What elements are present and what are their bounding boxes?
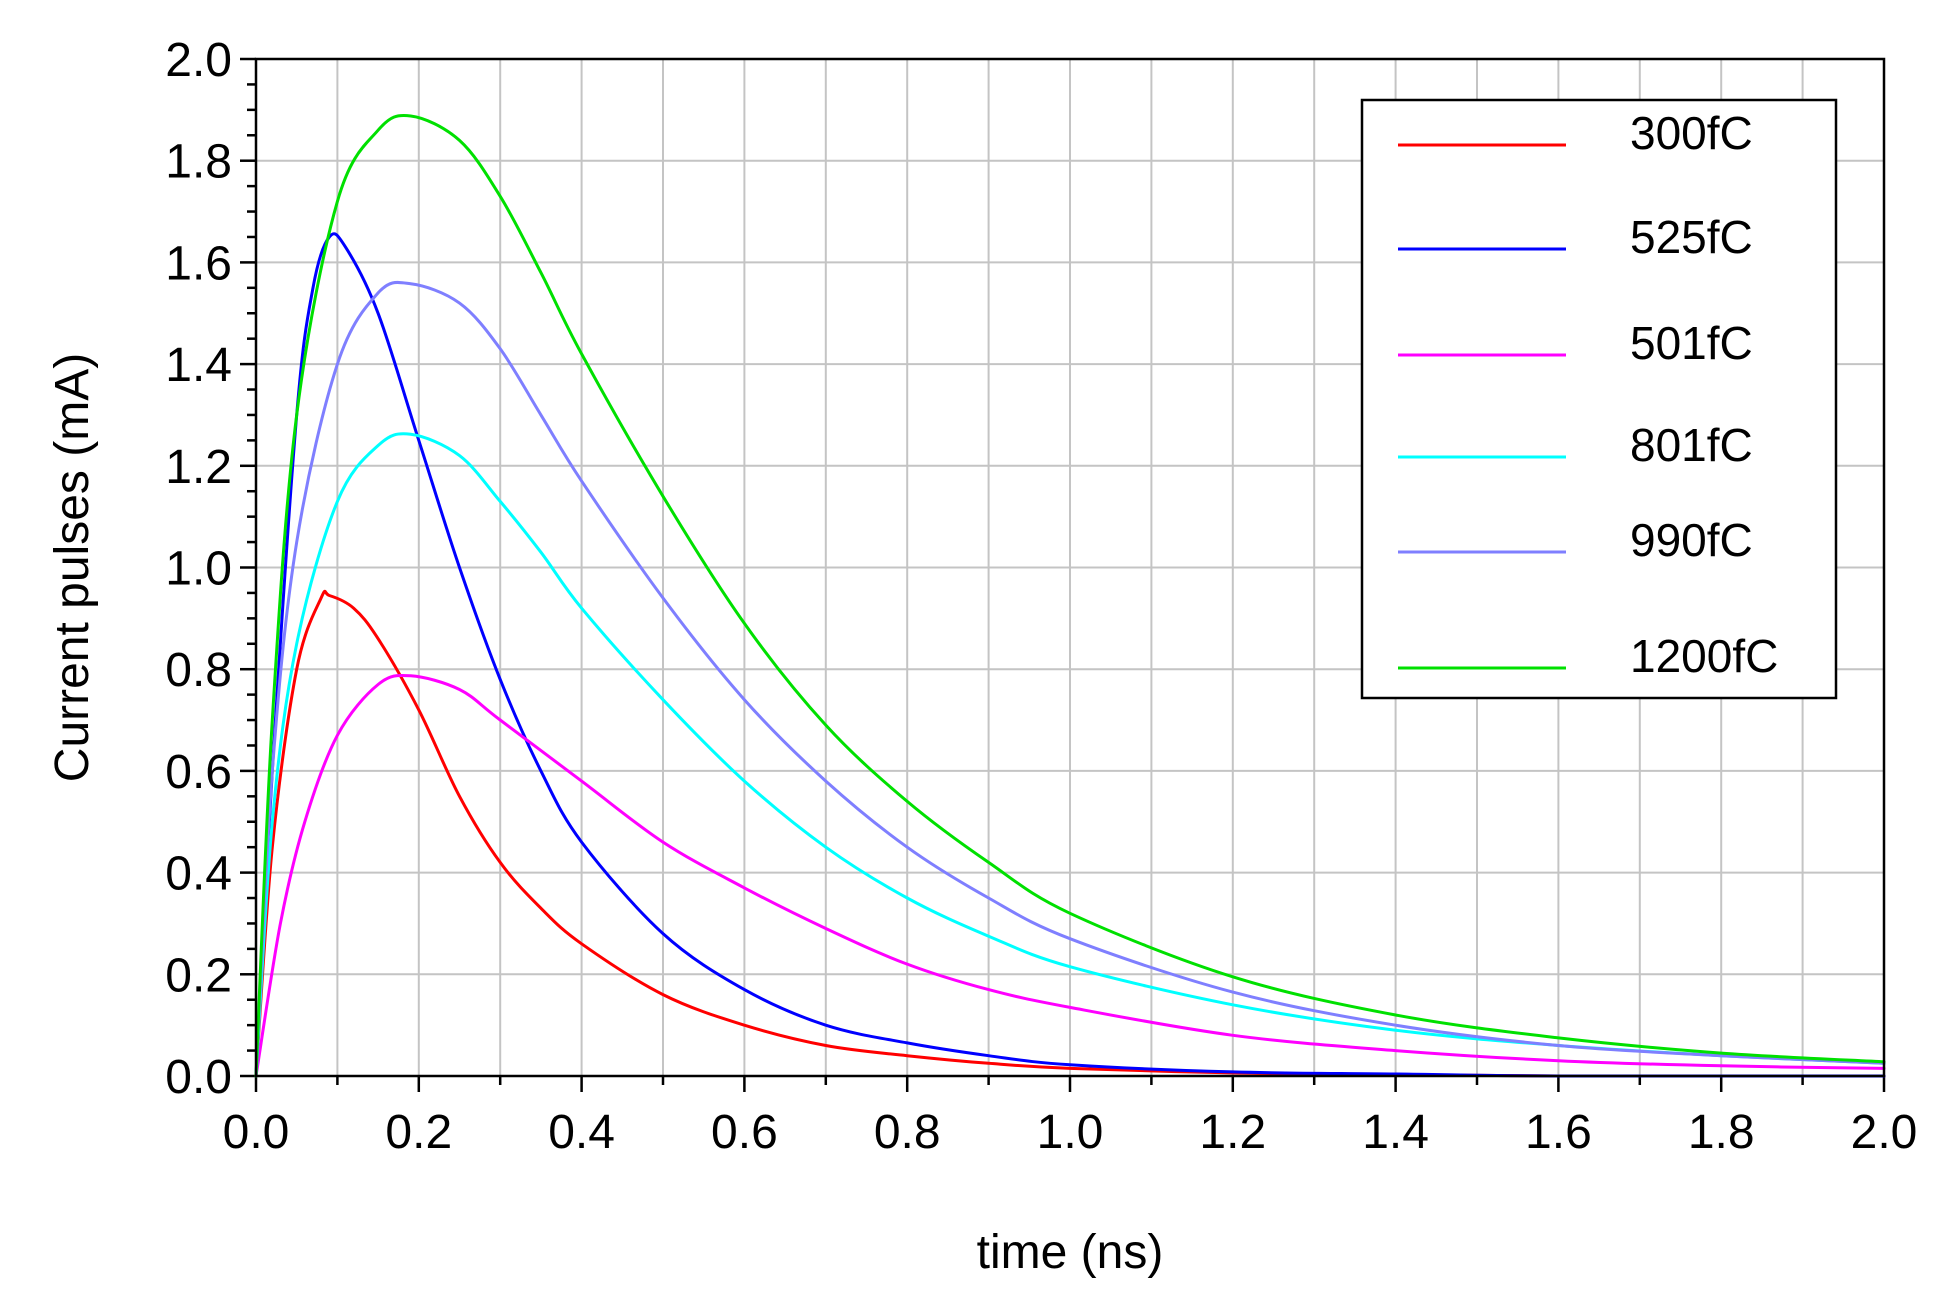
x-tick-label: 0.0 [223,1106,290,1159]
legend: 300fC 525fC 501fC 801fC 990fC 1200fC [1360,98,1838,700]
x-tick-labels: 0.0 0.2 0.4 0.6 0.8 1.0 1.2 1.4 1.6 1.8 2.0 [223,1106,1918,1159]
x-tick-label: 1.4 [1362,1106,1429,1159]
series-line-801fC [254,432,1886,1078]
legend-label: 1200fC [1630,630,1778,682]
axis-ticks [240,57,1886,1092]
plot-frame [254,57,1886,1078]
legend-box [1360,98,1838,700]
x-tick-label: 2.0 [1851,1106,1918,1159]
y-tick-labels: 0.0 0.2 0.4 0.6 0.8 1.0 1.2 1.4 1.6 1.8 2.0 [165,34,232,1104]
y-axis-title: Current pulses (mA) [46,353,99,782]
legend-label: 525fC [1630,211,1753,263]
y-tick-label: 2.0 [165,34,232,87]
y-tick-label: 1.8 [165,136,232,189]
legend-label: 300fC [1630,107,1753,159]
series-line-1200fC [254,114,1886,1078]
legend-label: 801fC [1630,419,1753,471]
x-tick-label: 1.8 [1688,1106,1755,1159]
legend-label: 990fC [1630,514,1753,566]
series-line-501fC [254,673,1886,1078]
x-tick-label: 1.6 [1525,1106,1592,1159]
y-tick-label: 0.0 [165,1051,232,1104]
y-tick-label: 0.2 [165,949,232,1002]
x-tick-label: 1.0 [1037,1106,1104,1159]
x-axis-title: time (ns) [977,1226,1164,1279]
x-tick-label: 0.2 [385,1106,452,1159]
x-tick-label: 0.4 [548,1106,615,1159]
series-lines [254,114,1886,1078]
x-tick-label: 1.2 [1199,1106,1266,1159]
y-tick-label: 0.8 [165,644,232,697]
y-tick-label: 1.0 [165,543,232,596]
x-tick-label: 0.8 [874,1106,941,1159]
y-tick-label: 1.4 [165,339,232,392]
legend-label: 501fC [1630,317,1753,369]
series-line-990fC [254,280,1886,1078]
y-tick-label: 1.6 [165,237,232,290]
x-tick-label: 0.6 [711,1106,778,1159]
y-tick-label: 1.2 [165,441,232,494]
y-tick-label: 0.6 [165,746,232,799]
series-line-525fC [254,232,1886,1078]
y-tick-label: 0.4 [165,848,232,901]
